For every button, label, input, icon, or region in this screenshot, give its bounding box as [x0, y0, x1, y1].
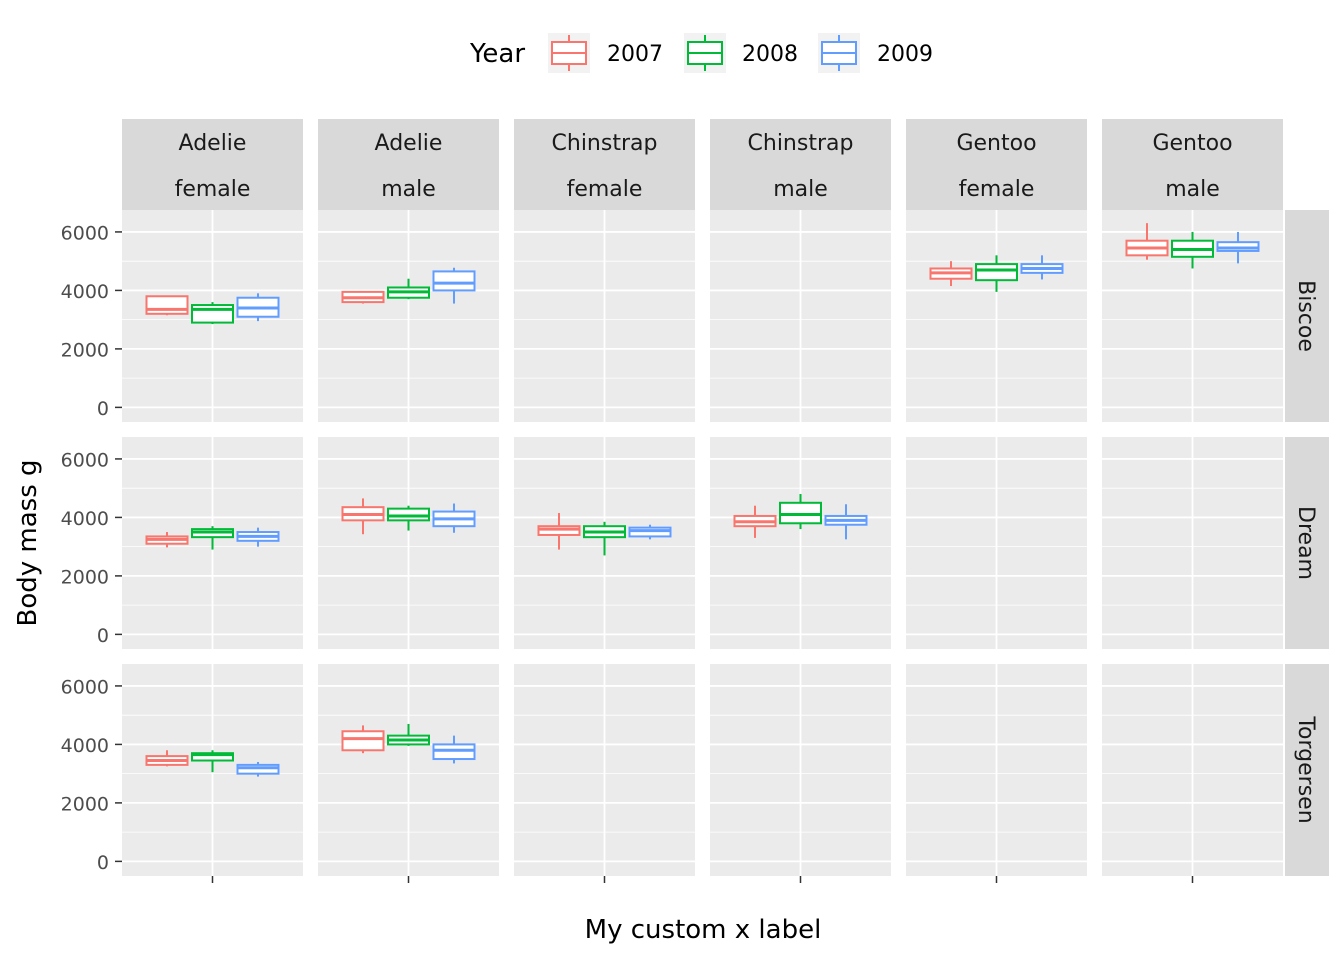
boxplot-box [975, 255, 1018, 292]
facet-strip-row [1285, 664, 1329, 876]
x-axis-title: My custom x label [585, 915, 822, 945]
box-iqr [975, 263, 1018, 282]
y-tick-label: 2000 [61, 566, 109, 588]
boxplot-box [341, 725, 385, 754]
facet-strip-col [906, 119, 1087, 210]
boxplot-box [341, 498, 385, 535]
facet-strip-island-label: Torgersen [1293, 715, 1318, 823]
legend-title: Year [469, 39, 525, 69]
box-iqr [191, 304, 234, 324]
legend: Year 2007 2008 2009 [469, 33, 933, 73]
facet-strip-species-label: Chinstrap [552, 131, 658, 156]
facet-strip-col [1102, 119, 1283, 210]
facet-strip-species-label: Adelie [179, 131, 247, 156]
box-iqr [341, 730, 385, 752]
facet-strip-row [1285, 437, 1329, 649]
y-tick-label: 2000 [61, 339, 109, 361]
legend-key [548, 33, 590, 73]
facet-strip-sex-label: female [567, 177, 643, 202]
facet-strip-col [514, 119, 695, 210]
boxplot-box [432, 503, 476, 533]
y-tick-label: 6000 [61, 222, 109, 244]
y-tick-label: 0 [97, 398, 109, 420]
boxplot-box [1125, 223, 1169, 260]
facet-strip-island-label: Biscoe [1293, 280, 1318, 352]
boxplot-box [145, 532, 189, 548]
y-tick-label: 4000 [61, 735, 109, 757]
boxplot-box [537, 513, 581, 550]
boxplot-box [387, 505, 430, 531]
y-tick-label: 6000 [61, 676, 109, 698]
facet-strip-sex-label: male [773, 177, 828, 202]
boxplot-box [387, 278, 430, 300]
facet-strip-island-label: Dream [1293, 506, 1318, 580]
facet-strip-species-label: Chinstrap [748, 131, 854, 156]
boxplot-box [341, 290, 385, 304]
boxplot-box [1216, 231, 1260, 264]
boxplot-box [1020, 255, 1064, 280]
facet-strip-sex-label: female [959, 177, 1035, 202]
legend-key [684, 33, 726, 73]
y-tick-label: 0 [97, 625, 109, 647]
y-tick-label: 4000 [61, 508, 109, 530]
facet-strip-sex-label: male [1165, 177, 1220, 202]
boxplot-box [1171, 231, 1214, 269]
y-tick-label: 6000 [61, 449, 109, 471]
boxplot-box [583, 521, 626, 556]
boxplot-box [145, 750, 189, 767]
boxplot-box [733, 505, 777, 538]
boxplot-box [236, 761, 280, 777]
boxplot-box [387, 723, 430, 746]
boxplot-box [191, 302, 234, 325]
boxplot-box [191, 750, 234, 773]
boxplot-box [929, 261, 973, 287]
boxplot-box [824, 504, 868, 540]
y-tick-label: 4000 [61, 281, 109, 303]
box-iqr [145, 295, 189, 315]
boxplot-box [432, 267, 476, 304]
legend-label: 2008 [742, 42, 798, 67]
facet-strip-col [318, 119, 499, 210]
panel-layer: Adelie female Adelie male Chinstrap female Chi… [61, 119, 1329, 883]
legend-label: 2009 [877, 42, 933, 67]
box-iqr [432, 270, 476, 292]
facet-strip-col [710, 119, 891, 210]
boxplot-box [236, 527, 280, 547]
boxplot-box [145, 295, 189, 316]
boxplot-box [432, 735, 476, 764]
boxplot-box [191, 526, 234, 550]
boxplot-box [628, 524, 672, 540]
facet-strip-sex-label: female [175, 177, 251, 202]
facet-strip-row [1285, 210, 1329, 422]
facet-strip-species-label: Adelie [375, 131, 443, 156]
y-tick-label: 2000 [61, 793, 109, 815]
boxplot-box [779, 494, 822, 530]
facet-strip-species-label: Gentoo [1152, 131, 1232, 156]
y-axis-title: Body mass g [13, 459, 43, 626]
facet-strip-species-label: Gentoo [956, 131, 1036, 156]
boxplot-box [236, 293, 280, 322]
y-tick-label: 0 [97, 852, 109, 874]
legend-key [818, 33, 860, 73]
facet-strip-col [122, 119, 303, 210]
facet-strip-sex-label: male [381, 177, 436, 202]
legend-label: 2007 [607, 42, 663, 67]
